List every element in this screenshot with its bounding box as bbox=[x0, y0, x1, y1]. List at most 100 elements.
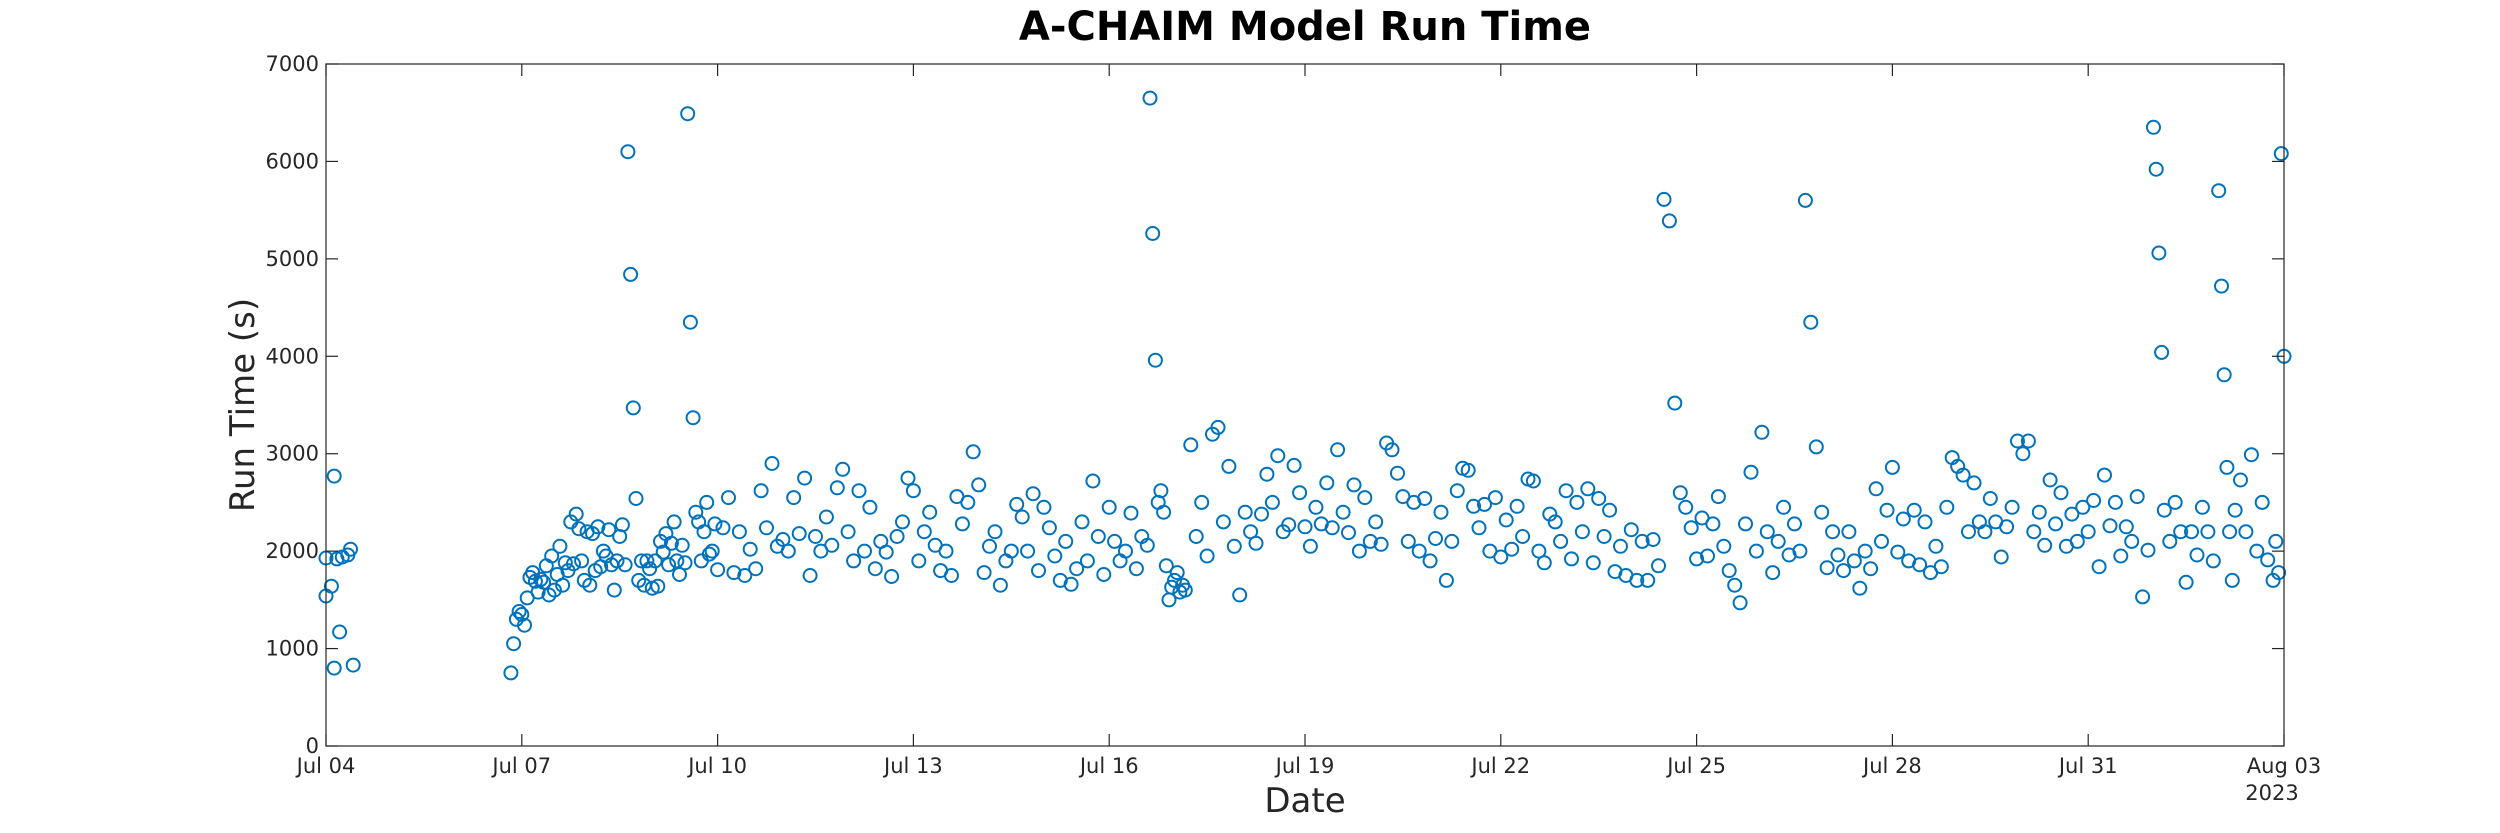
data-point-0-85 bbox=[704, 543, 720, 559]
data-point-0-96 bbox=[759, 520, 774, 536]
data-point-0-234 bbox=[1471, 520, 1487, 536]
data-point-0-369 bbox=[2194, 499, 2210, 515]
data-point-0-335 bbox=[2020, 433, 2036, 449]
data-point-0-227 bbox=[1433, 504, 1449, 520]
data-point-0-82 bbox=[696, 524, 712, 540]
data-point-0-346 bbox=[2080, 524, 2096, 540]
data-point-0-298 bbox=[1819, 560, 1835, 576]
data-point-0-375 bbox=[2219, 459, 2235, 475]
data-point-0-186 bbox=[1210, 419, 1226, 435]
data-point-0-92 bbox=[737, 568, 753, 583]
data-point-0-187 bbox=[1215, 514, 1231, 530]
data-point-0-100 bbox=[780, 543, 796, 559]
data-point-0-309 bbox=[1879, 502, 1895, 518]
data-point-0-76 bbox=[680, 106, 696, 122]
data-point-0-377 bbox=[2224, 572, 2240, 588]
data-point-0-311 bbox=[1890, 544, 1906, 560]
data-point-0-383 bbox=[2254, 494, 2270, 510]
data-point-0-228 bbox=[1438, 572, 1454, 588]
data-point-0-172 bbox=[1156, 504, 1172, 520]
data-point-0-160 bbox=[1107, 533, 1123, 549]
x-axis-label: Date bbox=[1264, 781, 1345, 821]
data-point-0-171 bbox=[1153, 483, 1169, 499]
data-point-0-109 bbox=[829, 480, 845, 496]
data-point-0-300 bbox=[1830, 547, 1846, 563]
data-point-0-328 bbox=[1982, 491, 1998, 506]
data-point-0-204 bbox=[1308, 499, 1324, 515]
data-point-0-97 bbox=[764, 456, 780, 471]
data-point-0-71 bbox=[666, 514, 682, 530]
data-point-0-213 bbox=[1357, 490, 1373, 506]
data-point-0-285 bbox=[1748, 543, 1764, 559]
data-point-0-357 bbox=[2140, 542, 2156, 558]
data-point-0-314 bbox=[1906, 502, 1922, 518]
data-point-0-212 bbox=[1351, 543, 1367, 559]
data-point-0-53 bbox=[617, 557, 633, 573]
data-point-0-246 bbox=[1536, 555, 1552, 571]
data-point-0-152 bbox=[1063, 576, 1079, 592]
data-point-0-388 bbox=[2273, 146, 2289, 162]
data-point-0-56 bbox=[625, 400, 641, 416]
data-point-0-284 bbox=[1743, 464, 1759, 480]
data-point-0-195 bbox=[1259, 466, 1275, 482]
data-point-0-305 bbox=[1857, 543, 1873, 559]
data-point-0-83 bbox=[699, 494, 715, 510]
data-point-0-84 bbox=[701, 546, 717, 562]
x-tick-label: Jul 04 bbox=[295, 754, 356, 778]
data-point-0-102 bbox=[791, 526, 807, 542]
data-point-0-319 bbox=[1933, 559, 1949, 575]
y-tick-label: 7000 bbox=[266, 52, 319, 76]
x-axis-ticks: Jul 04 Jul 07 Jul 10 Jul 13 Jul 16 Jul 19 Jul … bbox=[295, 64, 2321, 778]
data-point-0-22 bbox=[533, 571, 549, 587]
data-point-0-257 bbox=[1596, 529, 1612, 544]
data-point-0-136 bbox=[976, 565, 992, 581]
data-point-0-146 bbox=[1031, 563, 1046, 579]
data-point-0-14 bbox=[511, 604, 527, 619]
data-point-0-203 bbox=[1302, 538, 1318, 554]
data-point-0-197 bbox=[1270, 448, 1286, 464]
data-point-0-365 bbox=[2173, 524, 2189, 540]
data-point-0-104 bbox=[802, 568, 818, 583]
data-point-0-237 bbox=[1487, 490, 1503, 506]
data-point-0-344 bbox=[2069, 533, 2085, 549]
data-point-0-364 bbox=[2167, 494, 2183, 510]
data-point-0-287 bbox=[1759, 524, 1775, 540]
data-point-0-141 bbox=[1003, 543, 1019, 559]
data-point-0-296 bbox=[1808, 439, 1824, 455]
data-point-0-260 bbox=[1613, 538, 1628, 554]
data-point-0-262 bbox=[1623, 522, 1639, 538]
data-point-0-87 bbox=[710, 562, 726, 578]
data-point-0-345 bbox=[2075, 499, 2091, 515]
data-point-0-115 bbox=[862, 499, 878, 515]
x-tick-label: Jul 07 bbox=[490, 754, 551, 778]
data-point-0-114 bbox=[857, 543, 872, 559]
y-tick-label: 5000 bbox=[266, 247, 319, 271]
data-point-0-250 bbox=[1558, 483, 1574, 499]
data-point-0-86 bbox=[707, 516, 723, 532]
data-point-0-258 bbox=[1602, 502, 1618, 518]
data-point-0-308 bbox=[1874, 533, 1889, 549]
data-point-0-277 bbox=[1705, 516, 1721, 532]
data-point-0-107 bbox=[818, 509, 834, 525]
data-point-0-36 bbox=[571, 521, 587, 537]
data-point-0-74 bbox=[674, 537, 690, 553]
data-point-0-347 bbox=[2086, 493, 2102, 508]
data-point-0-12 bbox=[506, 636, 522, 652]
data-point-0-69 bbox=[661, 557, 677, 573]
data-point-0-229 bbox=[1444, 533, 1460, 549]
data-point-0-242 bbox=[1515, 529, 1531, 544]
data-point-0-368 bbox=[2189, 547, 2205, 563]
data-point-0-337 bbox=[2031, 504, 2047, 520]
data-point-0-40 bbox=[582, 577, 598, 593]
data-point-0-134 bbox=[965, 444, 981, 460]
data-point-0-37 bbox=[574, 553, 590, 569]
data-point-0-359 bbox=[2148, 161, 2164, 177]
data-point-0-339 bbox=[2042, 472, 2058, 488]
data-point-0-254 bbox=[1580, 481, 1596, 497]
data-point-0-304 bbox=[1852, 580, 1868, 596]
x-tick-label: Jul 16 bbox=[1078, 754, 1139, 778]
data-point-0-316 bbox=[1917, 514, 1933, 530]
data-point-0-47 bbox=[601, 522, 617, 538]
data-point-0-158 bbox=[1096, 567, 1112, 582]
